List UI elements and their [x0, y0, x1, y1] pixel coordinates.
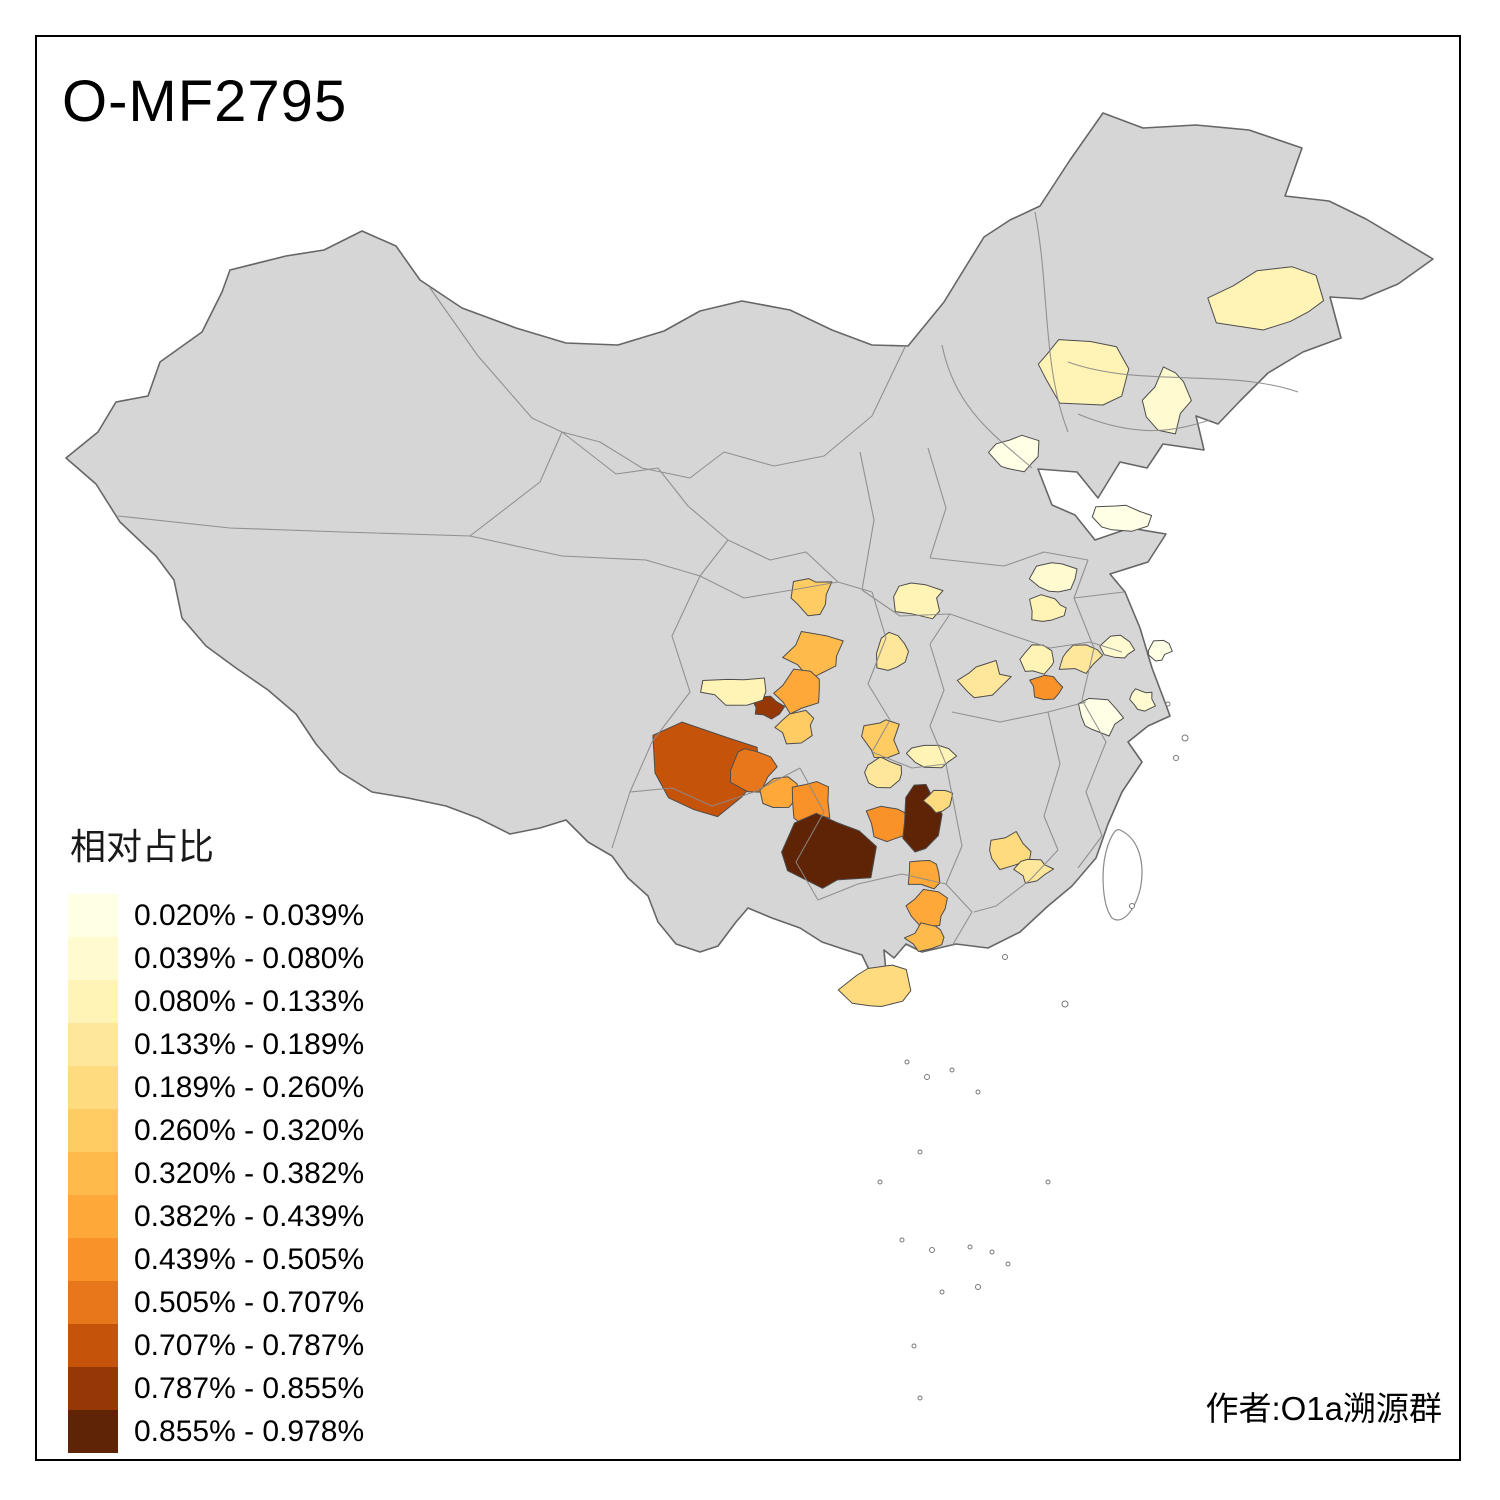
legend-range-label: 0.787% - 0.855%: [134, 1371, 365, 1405]
map-region: [774, 709, 815, 745]
legend-swatch: [68, 1324, 118, 1367]
legend-range-label: 0.189% - 0.260%: [134, 1070, 365, 1104]
legend-item: 0.505% - 0.707%: [68, 1281, 364, 1324]
map-region: [1091, 504, 1153, 532]
map-region: [1099, 634, 1136, 659]
legend-item: 0.382% - 0.439%: [68, 1195, 364, 1238]
region-layer: [652, 266, 1325, 1007]
legend-range-label: 0.020% - 0.039%: [134, 898, 365, 932]
map-region: [1037, 339, 1130, 406]
map-region: [782, 631, 844, 680]
legend-range-label: 0.320% - 0.382%: [134, 1156, 365, 1190]
legend-range-label: 0.382% - 0.439%: [134, 1199, 365, 1233]
legend-swatch: [68, 980, 118, 1023]
legend-swatch: [68, 1152, 118, 1195]
legend-swatch: [68, 1195, 118, 1238]
map-region: [893, 582, 944, 620]
legend-item: 0.320% - 0.382%: [68, 1152, 364, 1195]
map-region: [1029, 674, 1064, 701]
legend-item: 0.133% - 0.189%: [68, 1023, 364, 1066]
province-borders: [117, 211, 1299, 947]
legend-swatch: [68, 1023, 118, 1066]
legend-range-label: 0.505% - 0.707%: [134, 1285, 365, 1319]
map-region: [956, 660, 1012, 699]
map-region: [864, 756, 902, 789]
map-region: [773, 668, 820, 715]
map-region: [752, 695, 786, 720]
legend-item: 0.787% - 0.855%: [68, 1367, 364, 1410]
map-region: [1029, 594, 1067, 622]
map-region: [1207, 266, 1325, 331]
legend-range-label: 0.080% - 0.133%: [134, 984, 365, 1018]
map-region: [905, 744, 958, 769]
attribution-text: 作者:O1a溯源群: [1205, 1390, 1442, 1427]
map-region: [1141, 366, 1192, 435]
legend-item: 0.707% - 0.787%: [68, 1324, 364, 1367]
legend-range-label: 0.260% - 0.320%: [134, 1113, 365, 1147]
map-region: [1129, 688, 1156, 712]
map-region: [837, 964, 912, 1007]
map-region: [905, 888, 948, 928]
legend-range-label: 0.855% - 0.978%: [134, 1414, 365, 1448]
map-region: [1077, 697, 1125, 737]
taiwan-island: [1102, 829, 1143, 921]
map-region: [865, 805, 916, 843]
legend-item: 0.189% - 0.260%: [68, 1066, 364, 1109]
legend-item: 0.260% - 0.320%: [68, 1109, 364, 1152]
legend-swatch: [68, 1367, 118, 1410]
map-region: [907, 860, 941, 890]
legend-swatch: [68, 937, 118, 980]
legend-range-label: 0.133% - 0.189%: [134, 1027, 365, 1061]
legend-item: 0.080% - 0.133%: [68, 980, 364, 1023]
legend-swatch: [68, 1281, 118, 1324]
legend-item: 0.039% - 0.080%: [68, 937, 364, 980]
map-region: [1147, 639, 1173, 662]
legend-item: 0.439% - 0.505%: [68, 1238, 364, 1281]
map-region: [781, 812, 877, 889]
legend-list: 0.020% - 0.039% 0.039% - 0.080% 0.080% - 0…: [68, 894, 364, 1453]
legend-swatch: [68, 1066, 118, 1109]
map-region: [903, 922, 945, 952]
legend-swatch: [68, 1109, 118, 1152]
map-region: [861, 719, 900, 759]
china-outline: [65, 112, 1434, 977]
legend-range-label: 0.439% - 0.505%: [134, 1242, 365, 1276]
legend: 相对占比 0.020% - 0.039% 0.039% - 0.080% 0.080…: [68, 818, 364, 1453]
map-region: [652, 721, 759, 818]
legend-swatch: [68, 1410, 118, 1453]
legend-swatch: [68, 894, 118, 937]
map-region: [922, 789, 954, 814]
page-title: O-MF2795: [62, 69, 348, 134]
map-region: [1028, 562, 1078, 593]
small-islands: [877, 701, 1189, 1401]
legend-range-label: 0.707% - 0.787%: [134, 1328, 365, 1362]
legend-swatch: [68, 1238, 118, 1281]
legend-item: 0.020% - 0.039%: [68, 894, 364, 937]
legend-title: 相对占比: [70, 826, 215, 867]
legend-range-label: 0.039% - 0.080%: [134, 941, 365, 975]
legend-item: 0.855% - 0.978%: [68, 1410, 364, 1453]
map-region: [700, 677, 767, 706]
